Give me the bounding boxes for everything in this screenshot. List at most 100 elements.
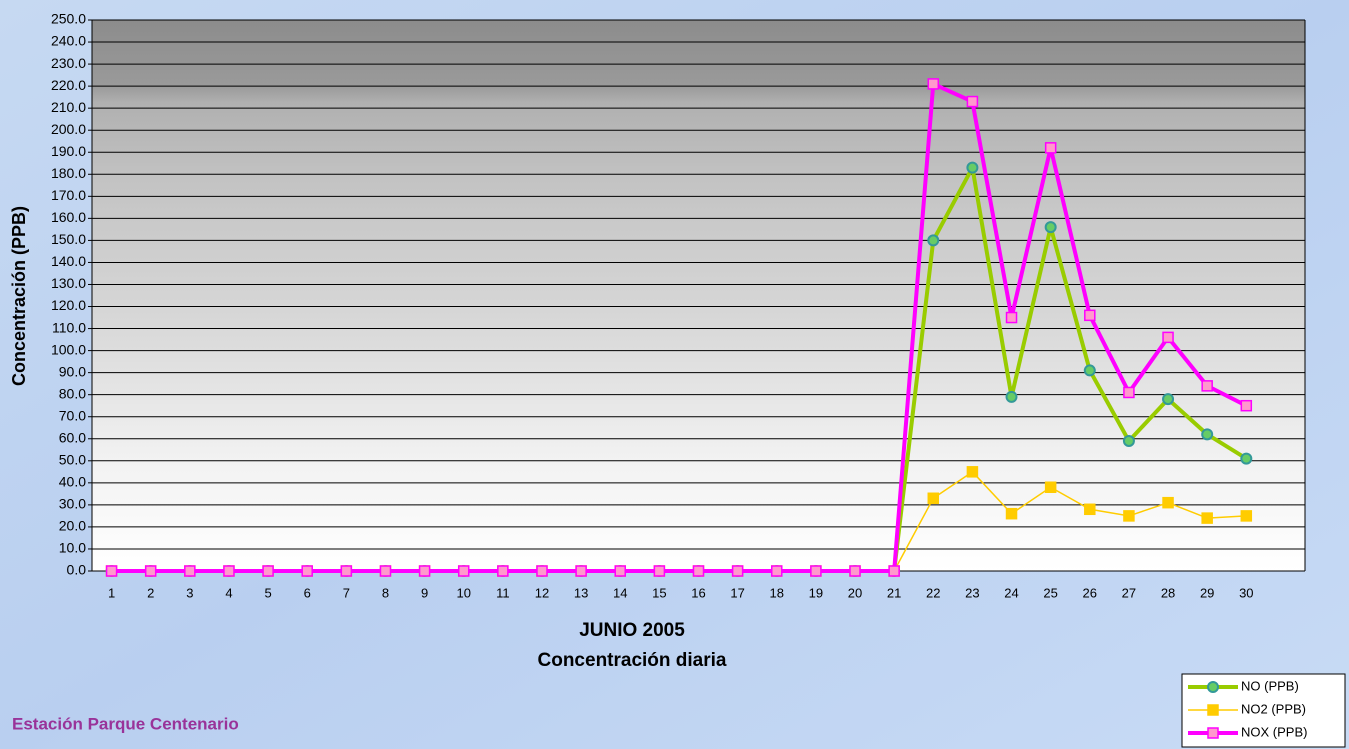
- data-point: [262, 565, 274, 577]
- y-tick-label: 0.0: [67, 562, 87, 578]
- y-tick-label: 80.0: [59, 385, 86, 401]
- x-tick-label: 2: [147, 585, 154, 600]
- x-tick-label: 6: [304, 585, 311, 600]
- y-tick-label: 30.0: [59, 496, 86, 512]
- data-point: [966, 95, 979, 108]
- data-point: [575, 565, 587, 577]
- x-tick-label: 21: [887, 585, 901, 600]
- data-point: [301, 565, 313, 577]
- data-point: [927, 234, 940, 247]
- y-tick-label: 60.0: [59, 429, 86, 445]
- data-point: [379, 565, 392, 577]
- x-tick-label: 19: [809, 585, 823, 600]
- data-point: [497, 565, 509, 577]
- y-tick-label: 100.0: [51, 341, 86, 357]
- y-tick-label: 230.0: [51, 55, 86, 71]
- data-point: [1044, 481, 1057, 493]
- data-point: [418, 565, 431, 577]
- y-tick-label: 10.0: [59, 540, 86, 556]
- legend-marker: [1207, 727, 1219, 739]
- data-point: [888, 565, 900, 577]
- data-point: [340, 565, 353, 577]
- data-point: [1084, 309, 1096, 322]
- y-tick-label: 210.0: [51, 99, 86, 115]
- y-tick-label: 40.0: [59, 474, 86, 490]
- x-tick-label: 7: [343, 585, 350, 600]
- data-point: [1005, 507, 1018, 520]
- data-point: [1083, 364, 1096, 377]
- x-tick-label: 10: [456, 585, 470, 600]
- data-point: [731, 565, 744, 577]
- data-point: [810, 565, 822, 577]
- data-point: [849, 565, 861, 577]
- x-tick-label: 30: [1239, 585, 1253, 600]
- x-tick-label: 4: [225, 585, 232, 600]
- subtitle: Concentración diaria: [538, 650, 727, 671]
- data-point: [223, 565, 235, 577]
- x-tick-label: 24: [1004, 585, 1018, 600]
- legend-label: NO2 (PPB): [1241, 701, 1306, 716]
- data-point: [1201, 512, 1213, 524]
- data-point: [1005, 311, 1018, 324]
- y-tick-label: 170.0: [51, 187, 86, 203]
- x-axis-title: JUNIO 2005: [579, 620, 685, 641]
- x-tick-label: 22: [926, 585, 940, 600]
- data-point: [1240, 399, 1253, 412]
- y-tick-label: 110.0: [52, 319, 86, 335]
- data-point: [927, 492, 940, 505]
- data-point: [1201, 380, 1213, 392]
- x-tick-label: 13: [574, 585, 588, 600]
- x-tick-label: 8: [382, 585, 389, 600]
- y-tick-label: 70.0: [59, 407, 86, 423]
- data-point: [1122, 434, 1135, 447]
- y-tick-label: 120.0: [51, 297, 86, 313]
- x-tick-label: 15: [652, 585, 666, 600]
- data-point: [966, 466, 979, 478]
- x-tick-label: 3: [186, 585, 193, 600]
- data-point: [1084, 503, 1096, 516]
- x-tick-label: 27: [1122, 585, 1136, 600]
- y-tick-label: 140.0: [51, 253, 86, 269]
- data-point: [536, 565, 548, 577]
- x-tick-label: 18: [770, 585, 784, 600]
- y-tick-label: 180.0: [51, 165, 86, 181]
- x-tick-label: 9: [421, 585, 428, 600]
- data-point: [1005, 390, 1018, 403]
- data-point: [184, 565, 196, 577]
- legend-label: NO (PPB): [1241, 678, 1299, 693]
- x-tick-label: 14: [613, 585, 627, 600]
- data-point: [105, 565, 118, 577]
- legend-marker: [1207, 704, 1219, 716]
- data-point: [1044, 221, 1057, 234]
- x-tick-label: 5: [264, 585, 271, 600]
- x-tick-label: 29: [1200, 585, 1214, 600]
- legend-label: NOX (PPB): [1241, 724, 1307, 739]
- data-point: [614, 565, 626, 577]
- y-tick-label: 240.0: [51, 33, 86, 49]
- data-point: [1240, 452, 1253, 465]
- x-tick-label: 20: [848, 585, 862, 600]
- data-point: [1123, 510, 1135, 522]
- x-tick-label: 23: [965, 585, 979, 600]
- x-tick-label: 12: [535, 585, 549, 600]
- y-tick-label: 190.0: [51, 143, 86, 159]
- legend-marker: [1207, 681, 1219, 693]
- x-tick-label: 11: [496, 585, 510, 600]
- y-tick-label: 90.0: [59, 363, 86, 379]
- data-point: [692, 565, 705, 577]
- y-tick-label: 250.0: [51, 11, 86, 27]
- data-point: [1240, 510, 1253, 522]
- data-point: [927, 78, 940, 90]
- series-line: [111, 81, 1248, 573]
- x-tick-label: 26: [1083, 585, 1097, 600]
- data-point: [1123, 386, 1135, 399]
- x-tick-label: 16: [691, 585, 705, 600]
- data-point: [144, 565, 157, 577]
- x-tick-label: 25: [1043, 585, 1057, 600]
- data-point: [1201, 428, 1214, 441]
- y-tick-label: 220.0: [51, 77, 86, 93]
- y-axis-title: Concentración (PPB): [9, 206, 29, 386]
- station-label: Estación Parque Centenario: [12, 714, 239, 733]
- x-tick-label: 1: [108, 585, 115, 600]
